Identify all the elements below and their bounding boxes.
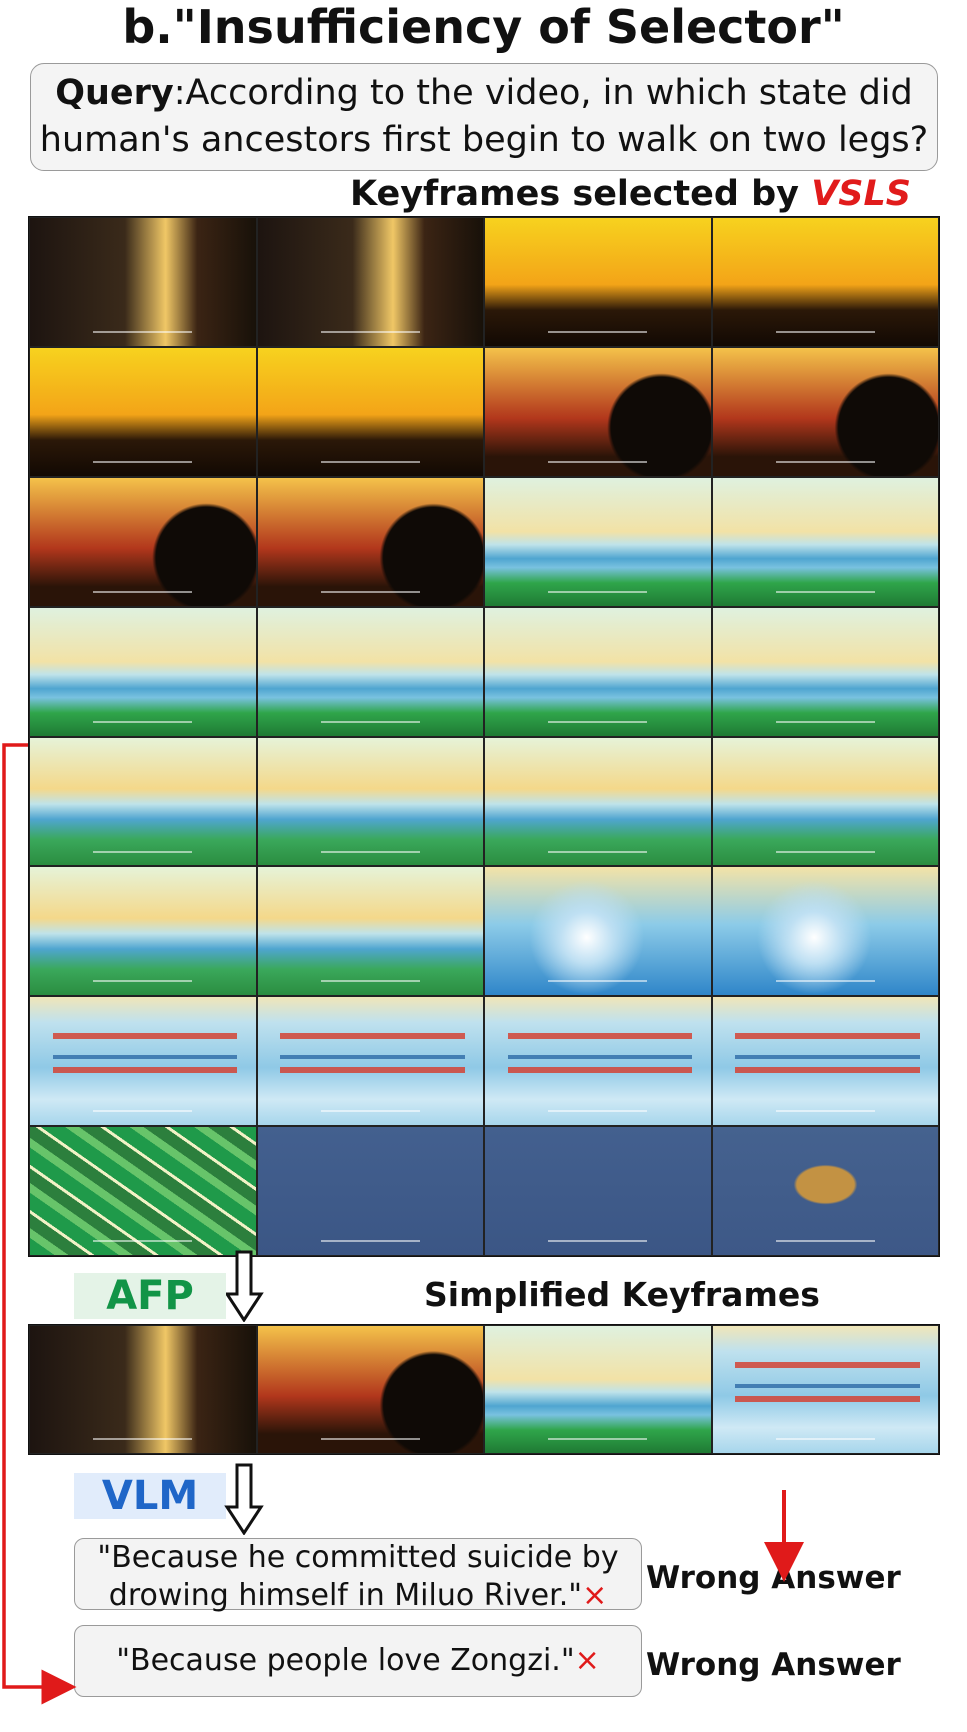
keyframe-thumbnail <box>29 866 257 997</box>
keyframe-thumbnail <box>484 1126 712 1256</box>
keyframe-thumbnail <box>484 736 712 867</box>
keyframe-thumbnail <box>29 346 257 477</box>
keyframe-thumbnail <box>711 1126 939 1256</box>
keyframe-thumbnail <box>29 1126 257 1256</box>
keyframe-thumbnail <box>256 476 484 607</box>
method-name: VSLS <box>811 174 911 214</box>
keyframe-grid <box>28 216 940 1257</box>
keyframe-thumbnail <box>256 996 484 1127</box>
answer-box-1: "Because he committed suicide by drowing… <box>74 1538 642 1613</box>
simplified-keyframes-label: Simplified Keyframes <box>424 1275 820 1314</box>
simplified-keyframe-thumbnail <box>711 1325 939 1454</box>
query-label: Query <box>55 73 174 113</box>
keyframe-thumbnail <box>711 866 939 997</box>
afp-label: AFP <box>74 1273 226 1319</box>
down-arrow-vlm <box>224 1463 264 1539</box>
keyframe-thumbnail <box>256 217 484 347</box>
simplified-keyframe-thumbnail <box>256 1325 484 1454</box>
keyframe-thumbnail <box>256 346 484 477</box>
keyframe-thumbnail <box>484 996 712 1127</box>
answer-box-2: "Because people love Zongzi."× <box>74 1625 642 1697</box>
keyframe-thumbnail <box>256 866 484 997</box>
answer-text-2: "Because people love Zongzi." <box>116 1643 575 1678</box>
keyframe-thumbnail <box>484 217 712 347</box>
keyframe-thumbnail <box>256 606 484 737</box>
cross-icon: × <box>574 1643 600 1678</box>
keyframe-thumbnail <box>711 476 939 607</box>
wrong-answer-label-2: Wrong Answer <box>646 1647 901 1683</box>
down-arrow-afp <box>224 1250 264 1326</box>
cross-icon: × <box>582 1578 608 1613</box>
keyframe-thumbnail <box>29 476 257 607</box>
keyframe-thumbnail <box>711 606 939 737</box>
keyframes-heading-prefix: Keyframes selected by <box>349 174 812 214</box>
keyframe-thumbnail <box>29 217 257 347</box>
keyframe-thumbnail <box>711 736 939 867</box>
simplified-keyframes-strip <box>28 1324 940 1455</box>
keyframe-thumbnail <box>484 476 712 607</box>
keyframes-heading: Keyframes selected by VSLS <box>350 172 911 216</box>
figure-title: b."Insufficiency of Selector" <box>122 0 845 54</box>
keyframe-thumbnail <box>484 606 712 737</box>
vlm-label: VLM <box>74 1473 226 1519</box>
wrong-answer-label-1: Wrong Answer <box>646 1560 901 1596</box>
query-text: :According to the video, in which state … <box>39 73 929 160</box>
keyframe-thumbnail <box>256 1126 484 1256</box>
simplified-keyframe-thumbnail <box>484 1325 712 1454</box>
keyframe-thumbnail <box>29 996 257 1127</box>
keyframe-thumbnail <box>256 736 484 867</box>
keyframe-thumbnail <box>29 606 257 737</box>
answer-text-1: "Because he committed suicide by drowing… <box>97 1540 619 1613</box>
keyframe-thumbnail <box>29 736 257 867</box>
keyframe-thumbnail <box>484 866 712 997</box>
simplified-keyframe-thumbnail <box>29 1325 257 1454</box>
query-box: Query:According to the video, in which s… <box>30 63 938 171</box>
keyframe-thumbnail <box>711 346 939 477</box>
keyframe-thumbnail <box>711 217 939 347</box>
keyframe-thumbnail <box>711 996 939 1127</box>
keyframe-thumbnail <box>484 346 712 477</box>
